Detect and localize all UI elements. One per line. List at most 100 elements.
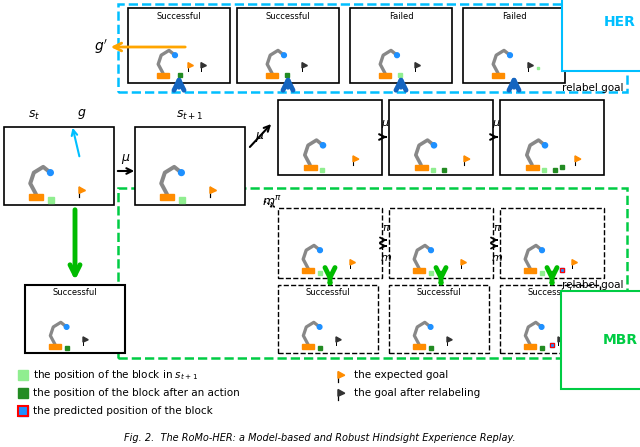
Circle shape: [540, 248, 545, 253]
Bar: [431, 168, 435, 172]
Bar: [49, 344, 61, 349]
Circle shape: [47, 170, 53, 176]
Text: the expected goal: the expected goal: [354, 370, 448, 380]
Polygon shape: [210, 187, 216, 194]
Bar: [25, 285, 125, 353]
Bar: [18, 370, 28, 380]
Bar: [285, 73, 289, 77]
Circle shape: [429, 248, 433, 253]
Text: $\pi$: $\pi$: [382, 223, 391, 233]
Circle shape: [173, 53, 177, 58]
Text: Failed: Failed: [502, 12, 526, 21]
Bar: [350, 8, 452, 83]
Polygon shape: [338, 371, 345, 378]
Bar: [398, 73, 402, 77]
Polygon shape: [528, 63, 533, 68]
Text: relabel goal: relabel goal: [561, 280, 623, 290]
Polygon shape: [415, 63, 420, 68]
Bar: [179, 198, 184, 202]
Polygon shape: [464, 156, 470, 162]
Text: $g'$: $g'$: [94, 38, 108, 56]
Circle shape: [64, 325, 69, 329]
Bar: [389, 208, 493, 278]
Bar: [303, 165, 317, 170]
Polygon shape: [336, 337, 341, 342]
Bar: [525, 165, 538, 170]
Text: $\mu$: $\mu$: [381, 118, 390, 130]
Text: $\mu$: $\mu$: [492, 118, 501, 130]
Circle shape: [179, 170, 184, 176]
Text: $\mu$: $\mu$: [121, 152, 131, 166]
Polygon shape: [558, 337, 563, 342]
Text: HER: HER: [604, 15, 636, 29]
Bar: [18, 406, 28, 416]
Bar: [178, 73, 182, 77]
Bar: [320, 168, 324, 172]
Bar: [118, 188, 627, 358]
Text: g: g: [78, 106, 86, 119]
Text: the position of the block after an action: the position of the block after an actio…: [33, 388, 240, 398]
Bar: [389, 100, 493, 175]
Bar: [541, 168, 547, 172]
Bar: [379, 73, 391, 78]
Circle shape: [282, 53, 287, 58]
Bar: [463, 8, 565, 83]
Polygon shape: [201, 63, 206, 68]
Bar: [413, 268, 425, 273]
Bar: [29, 194, 44, 200]
Bar: [559, 268, 564, 272]
Bar: [492, 73, 504, 78]
Text: Successful: Successful: [528, 288, 572, 297]
Bar: [65, 346, 69, 350]
Text: $s_t$: $s_t$: [28, 109, 40, 122]
Bar: [18, 388, 28, 398]
Bar: [500, 100, 604, 175]
Bar: [118, 4, 627, 92]
Bar: [415, 165, 428, 170]
Bar: [18, 406, 28, 416]
Text: MBR: MBR: [602, 333, 637, 347]
Circle shape: [428, 325, 433, 329]
Text: the predicted position of the block: the predicted position of the block: [33, 406, 212, 416]
Text: relabel goal: relabel goal: [561, 83, 623, 93]
Bar: [49, 198, 54, 202]
Bar: [135, 127, 245, 205]
Text: Successful: Successful: [157, 12, 202, 21]
Bar: [540, 271, 544, 275]
Polygon shape: [461, 260, 467, 265]
Text: $m^{\pi}$: $m^{\pi}$: [262, 195, 282, 209]
Bar: [439, 271, 443, 275]
Text: $\pi$: $\pi$: [493, 223, 502, 233]
Bar: [429, 346, 433, 350]
Text: Fig. 2.  The RoMo-HER: a Model-based and Robust Hindsight Experience Replay.: Fig. 2. The RoMo-HER: a Model-based and …: [124, 433, 516, 443]
Text: $\mu$: $\mu$: [255, 130, 265, 144]
Bar: [266, 73, 278, 78]
Circle shape: [321, 143, 326, 148]
Polygon shape: [338, 389, 345, 396]
Bar: [537, 67, 540, 69]
Polygon shape: [79, 187, 86, 194]
Circle shape: [508, 53, 513, 58]
Bar: [500, 285, 600, 353]
Bar: [442, 168, 446, 172]
Circle shape: [431, 143, 436, 148]
Text: Successful: Successful: [417, 288, 461, 297]
Bar: [413, 344, 425, 349]
Bar: [302, 268, 314, 273]
Bar: [389, 285, 489, 353]
Bar: [237, 8, 339, 83]
Circle shape: [317, 325, 322, 329]
Bar: [128, 8, 230, 83]
Polygon shape: [353, 156, 359, 162]
Polygon shape: [447, 337, 452, 342]
Text: $m$: $m$: [380, 253, 392, 263]
Bar: [4, 127, 114, 205]
Bar: [550, 343, 554, 347]
Circle shape: [543, 143, 548, 148]
Text: $s_{t+1}$: $s_{t+1}$: [176, 109, 204, 122]
Text: Successful: Successful: [52, 288, 97, 297]
Bar: [524, 344, 536, 349]
Text: Successful: Successful: [306, 288, 350, 297]
Bar: [540, 346, 544, 350]
Text: the position of the block in $s_{t+1}$: the position of the block in $s_{t+1}$: [33, 368, 198, 382]
